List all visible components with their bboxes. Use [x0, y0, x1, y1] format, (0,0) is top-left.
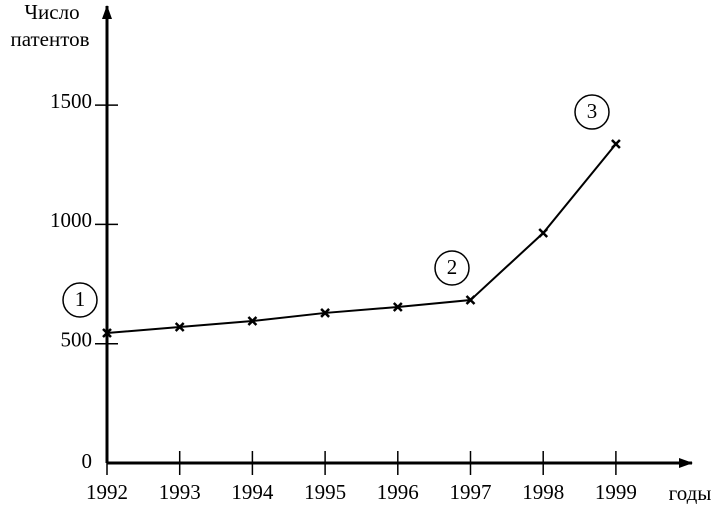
x-tick-label: 1999	[595, 480, 637, 504]
annotation: 3	[587, 99, 598, 123]
y-axis-label: Число	[24, 0, 79, 24]
x-tick-label: 1994	[231, 480, 274, 504]
data-point	[611, 139, 621, 149]
annotation: 1	[75, 287, 86, 311]
x-tick-label: 1997	[450, 480, 492, 504]
x-tick-label: 1998	[522, 480, 564, 504]
y-tick-label: 1500	[50, 89, 92, 113]
x-axis-label: годы	[669, 481, 712, 505]
y-tick-label: 500	[61, 328, 93, 352]
data-point	[320, 308, 330, 318]
data-point	[392, 302, 403, 312]
annotation-circle	[62, 282, 98, 318]
x-tick-label: 1996	[377, 480, 419, 504]
data-point	[465, 295, 476, 305]
y-tick-label: 1000	[50, 208, 92, 232]
x-tick-label: 1995	[304, 480, 346, 504]
data-point	[174, 322, 185, 332]
annotation-circle	[434, 250, 470, 286]
data-point	[102, 328, 112, 338]
data-line	[106, 143, 617, 334]
y-tick-label: 0	[82, 449, 93, 473]
annotation-circle	[574, 94, 610, 130]
data-point	[247, 316, 258, 326]
x-tick-label: 1992	[86, 480, 128, 504]
data-point	[538, 228, 549, 238]
annotation: 2	[447, 255, 458, 279]
y-axis-label: патентов	[10, 27, 89, 51]
x-tick-label: 1993	[159, 480, 201, 504]
